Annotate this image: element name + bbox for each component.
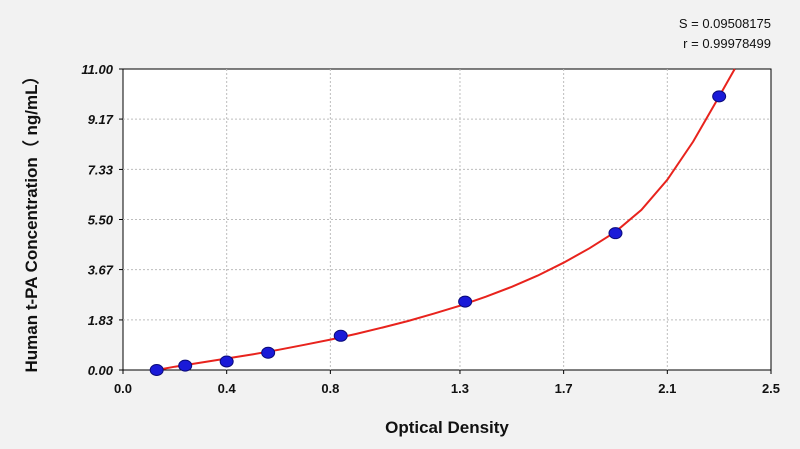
x-tick-label: 0.8 [321,381,339,396]
y-tick-label: 5.50 [88,213,114,228]
r-statistic: r = 0.99978499 [683,36,771,51]
axis-ticks [119,68,772,374]
y-axis-title: Human t-PA Concentration（ ng/mL） [21,67,41,372]
data-point [149,364,164,376]
y-tick-label: 3.67 [88,263,114,278]
y-tick-label: 11.00 [81,62,113,77]
y-tick-labels: 0.00 1.83 3.67 5.50 7.33 9.17 11.00 [81,62,113,378]
data-point [712,90,727,103]
x-tick-labels: 0.0 0.4 0.8 1.3 1.7 2.1 2.5 [114,381,780,396]
data-point [178,359,193,372]
y-tick-label: 0.00 [88,363,114,378]
data-point [333,329,348,342]
y-tick-label: 9.17 [88,112,114,127]
data-point [608,227,623,240]
x-axis-title: Optical Density [385,418,509,437]
data-point [458,295,473,308]
data-point [261,346,276,359]
x-tick-label: 0.4 [218,381,237,396]
s-statistic: S = 0.09508175 [679,16,771,31]
y-tick-label: 1.83 [88,313,114,328]
data-point [219,355,234,368]
x-tick-label: 1.3 [451,381,469,396]
grid-lines [123,69,771,370]
data-points [149,90,727,376]
fit-curve [156,68,736,371]
y-tick-label: 7.33 [88,162,114,177]
x-tick-label: 0.0 [114,381,132,396]
x-tick-label: 2.1 [658,381,676,396]
x-tick-label: 1.7 [555,381,573,396]
x-tick-label: 2.5 [762,381,780,396]
